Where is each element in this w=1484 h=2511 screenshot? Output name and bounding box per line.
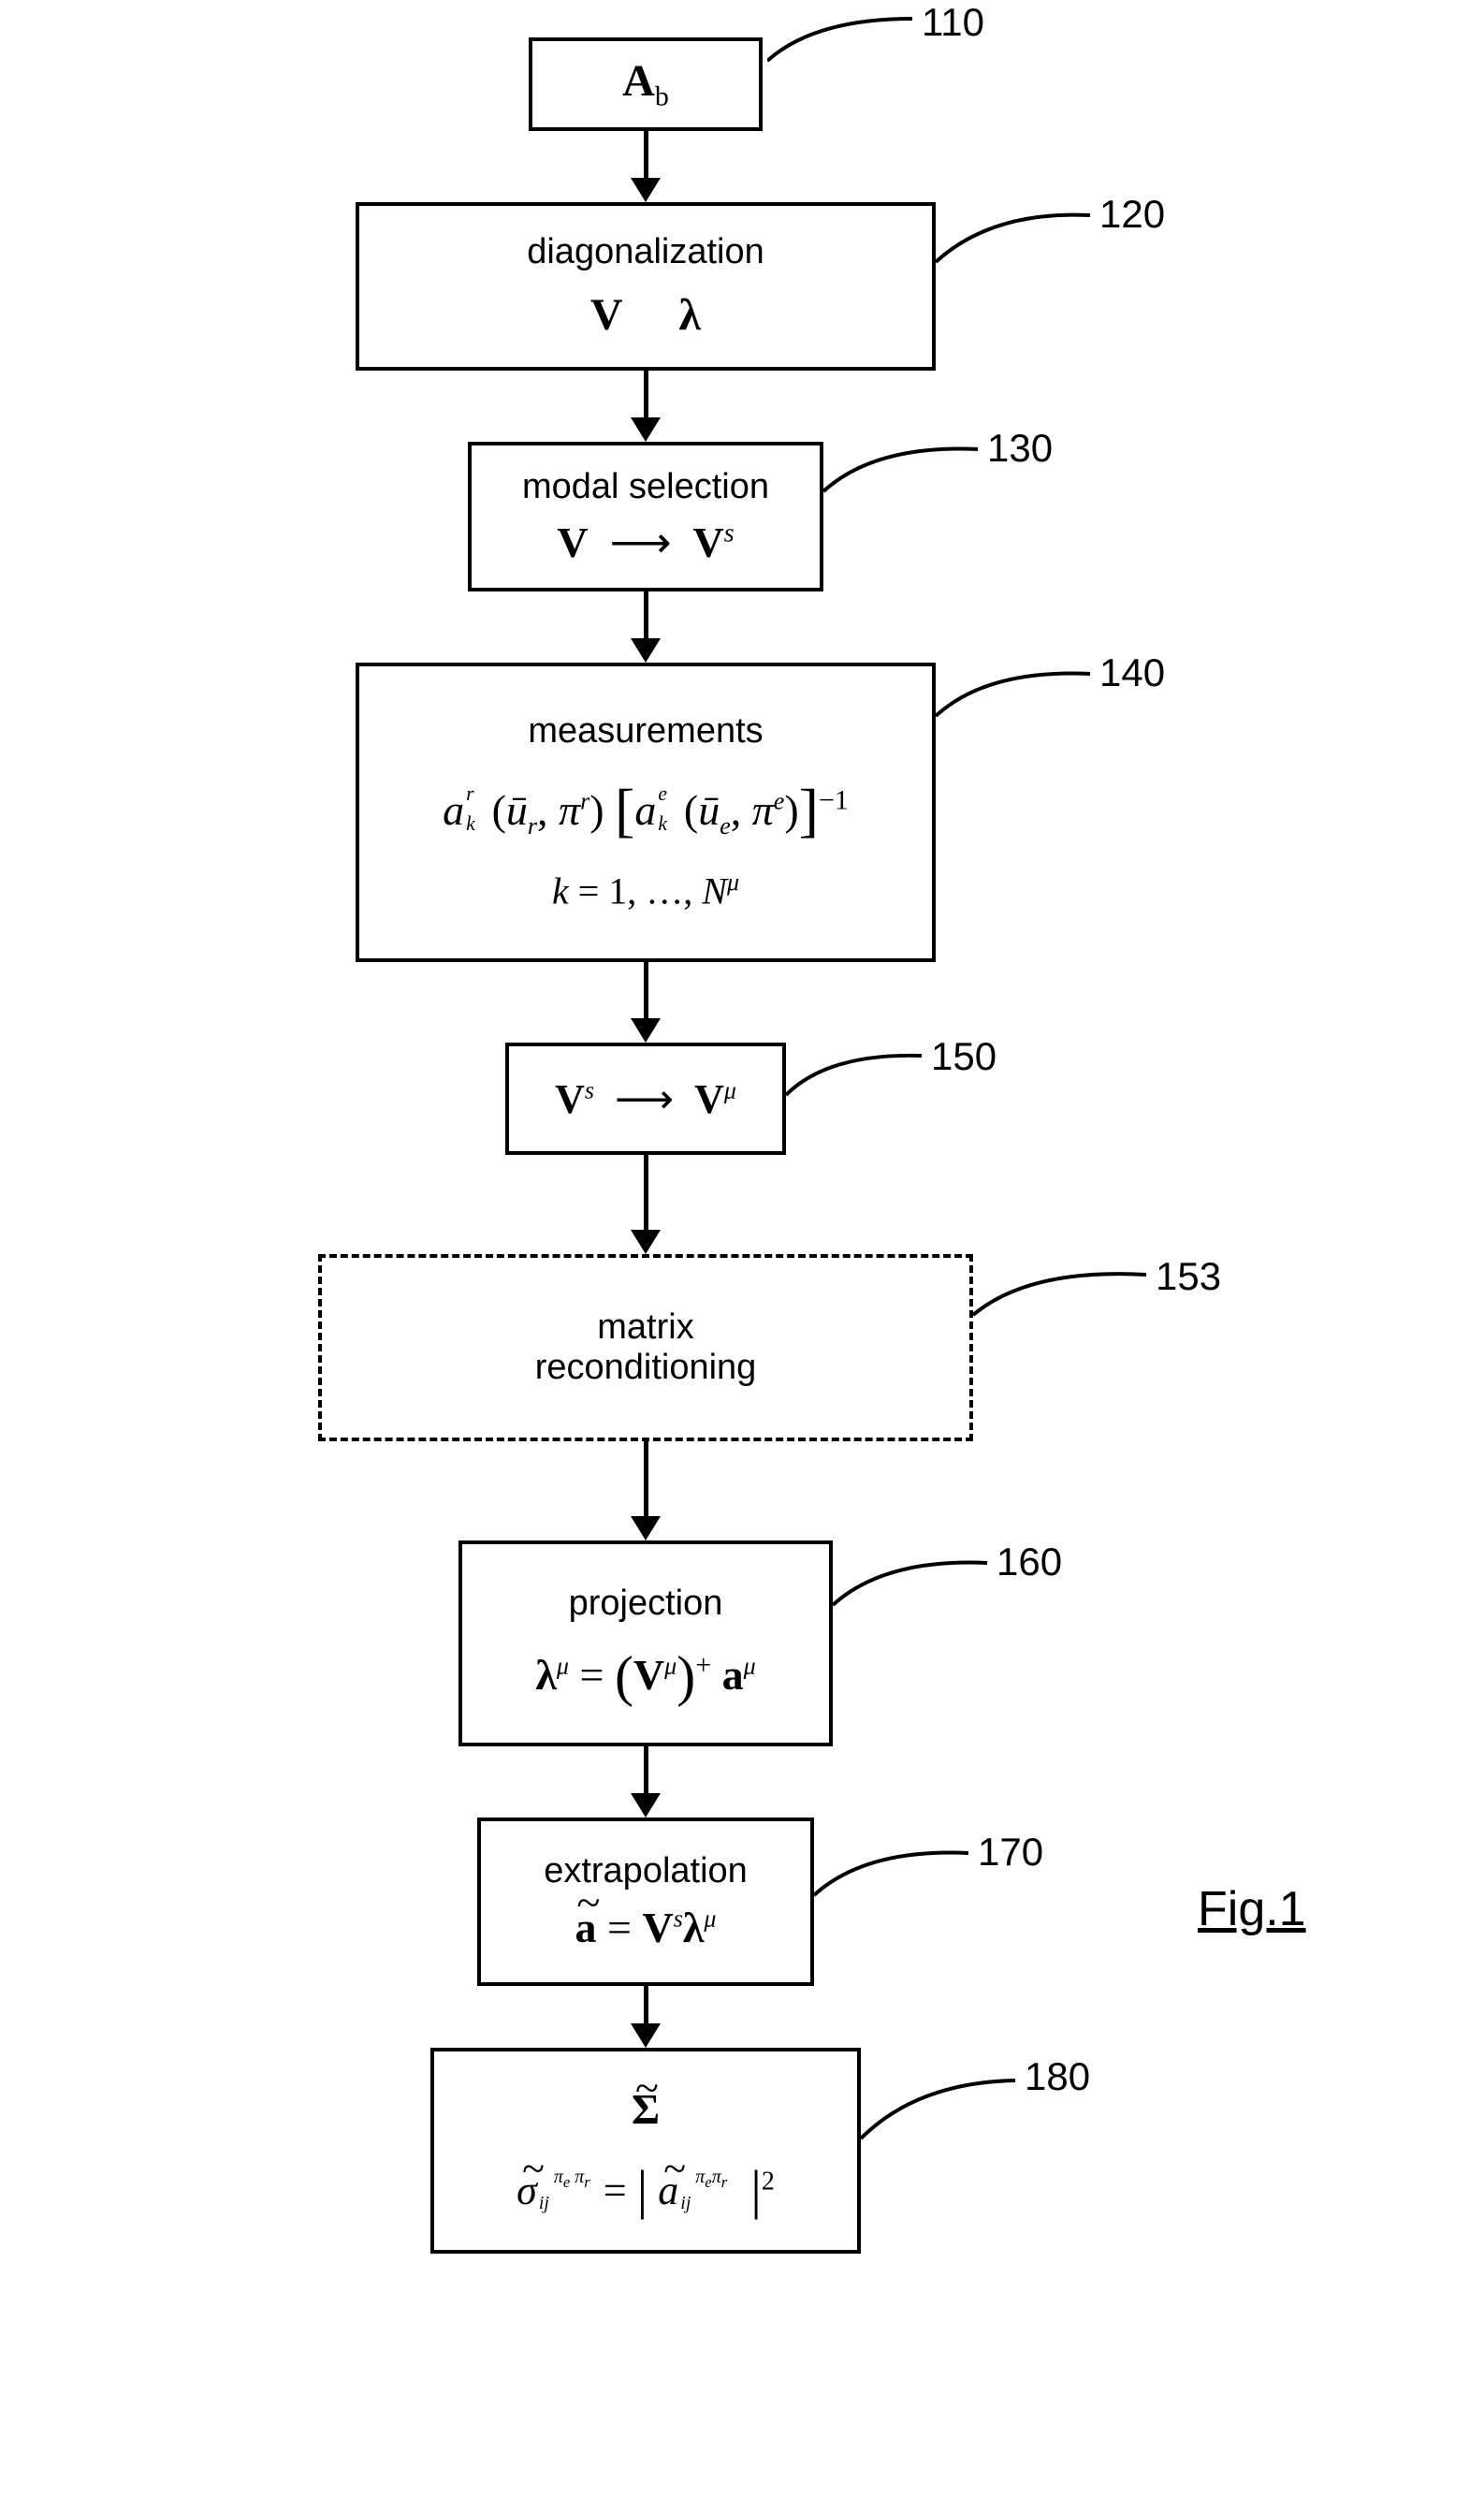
node-170-math: ~a = Vsλμ: [575, 1903, 717, 1952]
node-120: diagonalization Vλ: [356, 202, 936, 371]
arrow-160-170: [631, 1746, 661, 1818]
node-180: ~Σ ~σijπe πr = | ~aijπeπr |2: [430, 2048, 861, 2254]
label-130: 130: [987, 426, 1053, 471]
node-153-title2: reconditioning: [535, 1348, 757, 1388]
node-140: measurements ark (ūr, πr) [aek (ūe, πe)]…: [356, 663, 936, 962]
lead-110: [767, 9, 917, 75]
label-170: 170: [978, 1830, 1043, 1875]
node-130: modal selection V ⟶ Vs: [468, 442, 823, 591]
label-110: 110: [922, 0, 984, 45]
node-160-math: λμ = (Vμ)+ aμ: [535, 1639, 755, 1703]
node-130-math: V ⟶ Vs: [557, 517, 734, 567]
arrow-150-153: [631, 1155, 661, 1254]
label-180: 180: [1025, 2054, 1090, 2099]
lead-170: [814, 1844, 973, 1919]
node-170: extrapolation ~a = Vsλμ: [477, 1818, 814, 1986]
node-160: projection λμ = (Vμ)+ aμ: [458, 1540, 833, 1746]
node-130-title: modal selection: [522, 467, 769, 507]
flowchart-container: Ab 110 diagonalization Vλ 120 modal sele…: [225, 37, 1067, 2254]
node-160-title: projection: [569, 1584, 723, 1624]
node-153: matrix reconditioning: [318, 1254, 973, 1441]
arrow-110-120: [631, 131, 661, 202]
node-120-math: Vλ: [590, 289, 701, 341]
lead-150: [786, 1048, 926, 1114]
node-150: Vs ⟶ Vμ: [505, 1043, 786, 1155]
lead-180: [861, 2073, 1020, 2157]
arrow-170-180: [631, 1986, 661, 2048]
arrow-120-130: [631, 371, 661, 442]
label-160: 160: [997, 1540, 1062, 1584]
node-180-math2: ~σijπe πr = | ~aijπeπr |2: [516, 2154, 775, 2217]
lead-130: [823, 440, 982, 515]
arrow-140-150: [631, 962, 661, 1043]
node-180-math1: ~Σ: [632, 2084, 660, 2134]
node-140-math1: ark (ūr, πr) [aek (ūe, πe)]−1: [443, 770, 849, 840]
label-120: 120: [1099, 192, 1165, 237]
figure-label: Fig.1: [1198, 1881, 1306, 1937]
label-140: 140: [1099, 650, 1165, 695]
lead-120: [936, 206, 1095, 281]
label-153: 153: [1156, 1254, 1221, 1299]
node-120-title: diagonalization: [527, 232, 764, 272]
label-150: 150: [931, 1034, 997, 1079]
node-170-title: extrapolation: [544, 1851, 748, 1891]
arrow-130-140: [631, 591, 661, 663]
lead-160: [833, 1554, 992, 1628]
lead-140: [936, 664, 1095, 739]
arrow-153-160: [631, 1441, 661, 1540]
lead-153: [973, 1263, 1151, 1338]
node-140-title: measurements: [528, 711, 763, 752]
node-110-math: Ab: [622, 55, 669, 113]
node-110: Ab: [529, 37, 763, 131]
node-140-math2: k = 1, …, Nμ: [552, 869, 739, 912]
node-153-title1: matrix: [597, 1307, 693, 1348]
node-150-math: Vs ⟶ Vμ: [555, 1075, 736, 1123]
